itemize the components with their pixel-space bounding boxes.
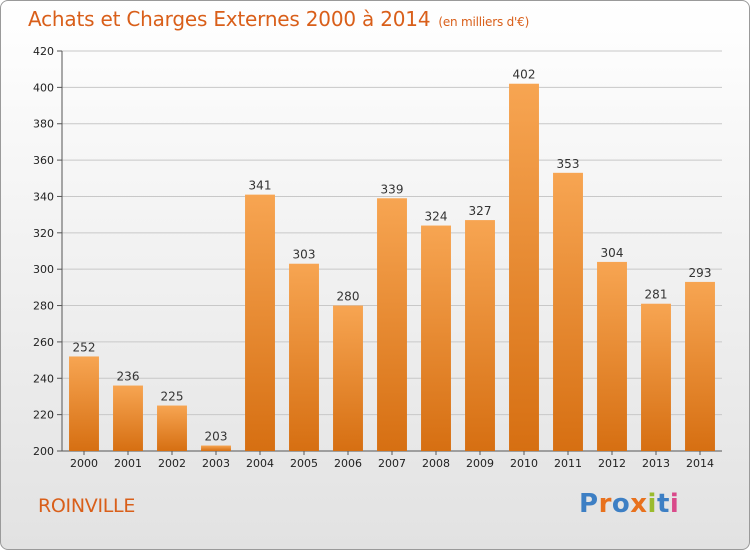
chart-unit: (en milliers d'€) [438, 15, 530, 29]
x-tick-label-2012: 2012 [598, 457, 626, 470]
commune-name: ROINVILLE [38, 495, 136, 517]
logo-letter: i [647, 489, 657, 519]
x-tick-label-2000: 2000 [70, 457, 98, 470]
logo-letter: t [656, 489, 670, 519]
value-label-2014: 293 [689, 266, 712, 280]
bars [69, 83, 715, 452]
bar-2010 [509, 83, 539, 452]
y-tick-label: 220 [33, 409, 54, 422]
logo-letter: x [630, 489, 648, 519]
x-tick-label-2002: 2002 [158, 457, 186, 470]
y-tick-label: 200 [33, 445, 54, 458]
value-label-2004: 341 [249, 179, 272, 193]
chart-title-text: Achats et Charges Externes 2000 à 2014 [28, 7, 431, 31]
chart-title: Achats et Charges Externes 2000 à 2014 (e… [28, 7, 529, 31]
value-label-2000: 252 [73, 340, 96, 354]
value-label-2005: 303 [293, 248, 316, 262]
x-tick-label-2006: 2006 [334, 457, 362, 470]
logo-letter: i [669, 489, 680, 519]
logo-letter: P [579, 489, 599, 519]
value-label-2007: 339 [381, 182, 404, 196]
bar-2009 [465, 220, 495, 451]
x-tick-label-2010: 2010 [510, 457, 538, 470]
x-tick-label-2007: 2007 [378, 457, 406, 470]
y-tick-label: 340 [33, 190, 54, 203]
value-label-2006: 280 [337, 290, 360, 304]
x-tick-label-2004: 2004 [246, 457, 274, 470]
value-label-2012: 304 [601, 246, 624, 260]
logo-letter: o [611, 489, 631, 519]
y-tick-label: 360 [33, 154, 54, 167]
bar-2002 [157, 405, 187, 451]
x-tick-label-2011: 2011 [554, 457, 582, 470]
bar-2007 [377, 198, 407, 451]
y-tick-label: 380 [33, 118, 54, 131]
x-tick-label-2008: 2008 [422, 457, 450, 470]
y-tick-label: 400 [33, 81, 54, 94]
bar-2001 [113, 385, 143, 451]
x-tick-label-2001: 2001 [114, 457, 142, 470]
value-label-2013: 281 [645, 288, 668, 302]
bar-2006 [333, 305, 363, 451]
data-labels: 252 236 225 203 341 303 280 339 324 327 402 353 304 2… [73, 68, 712, 444]
logo-letter: r [598, 489, 612, 519]
bar-2011 [553, 172, 583, 451]
y-tick-label: 240 [33, 372, 54, 385]
x-tick-label-2013: 2013 [642, 457, 670, 470]
x-tick-label-2009: 2009 [466, 457, 494, 470]
bar-2008 [421, 225, 451, 451]
y-tick-label: 320 [33, 227, 54, 240]
y-tick-label: 300 [33, 263, 54, 276]
value-label-2009: 327 [469, 204, 492, 218]
bar-2013 [641, 303, 671, 451]
value-label-2008: 324 [425, 210, 448, 224]
bar-2012 [597, 261, 627, 451]
value-label-2011: 353 [557, 157, 580, 171]
y-tick-label: 260 [33, 336, 54, 349]
value-label-2002: 225 [161, 390, 184, 404]
proxiti-logo: Proxiti [579, 489, 679, 519]
value-label-2003: 203 [205, 430, 228, 444]
y-tick-label: 420 [33, 45, 54, 58]
bar-2005 [289, 263, 319, 451]
value-label-2010: 402 [513, 68, 536, 82]
bar-2000 [69, 356, 99, 451]
x-tick-label-2014: 2014 [686, 457, 714, 470]
x-tick-label-2003: 2003 [202, 457, 230, 470]
bar-2014 [685, 281, 715, 451]
y-tick-label: 280 [33, 300, 54, 313]
x-tick-label-2005: 2005 [290, 457, 318, 470]
bar-2004 [245, 194, 275, 452]
value-label-2001: 236 [117, 370, 140, 384]
bar-2003 [201, 445, 231, 451]
